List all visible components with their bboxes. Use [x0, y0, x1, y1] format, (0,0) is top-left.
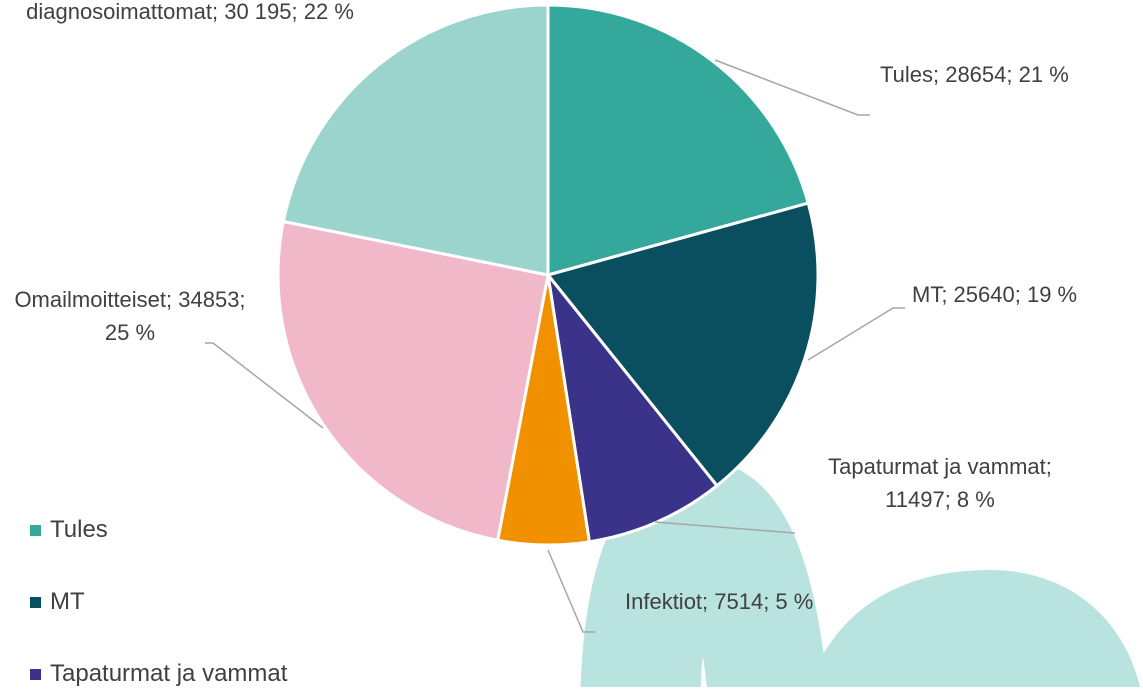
pie-slice	[278, 221, 548, 540]
page: (() => { const data = JSON.parse(documen…	[0, 0, 1143, 687]
legend-label: Tapaturmat ja vammat	[50, 659, 287, 689]
legend-swatch	[30, 669, 41, 680]
data-label: Omailmoitteiset; 34853; 25 %	[10, 283, 250, 349]
data-label: Tapaturmat ja vammat; 11497; 8 %	[810, 450, 1070, 516]
data-label: Infektiot; 7514; 5 %	[625, 585, 885, 618]
decor-arch	[860, 630, 1085, 687]
legend-swatch	[30, 525, 41, 536]
data-label: MT; 25640; 19 %	[912, 278, 1142, 311]
legend-label: Tules	[50, 515, 108, 545]
legend-label: MT	[50, 587, 85, 617]
data-label: Tules; 28654; 21 %	[880, 58, 1140, 91]
leader-line	[808, 308, 905, 360]
legend-swatch	[30, 597, 41, 608]
data-label: diagnosoimattomat; 30 195; 22 %	[0, 0, 380, 28]
